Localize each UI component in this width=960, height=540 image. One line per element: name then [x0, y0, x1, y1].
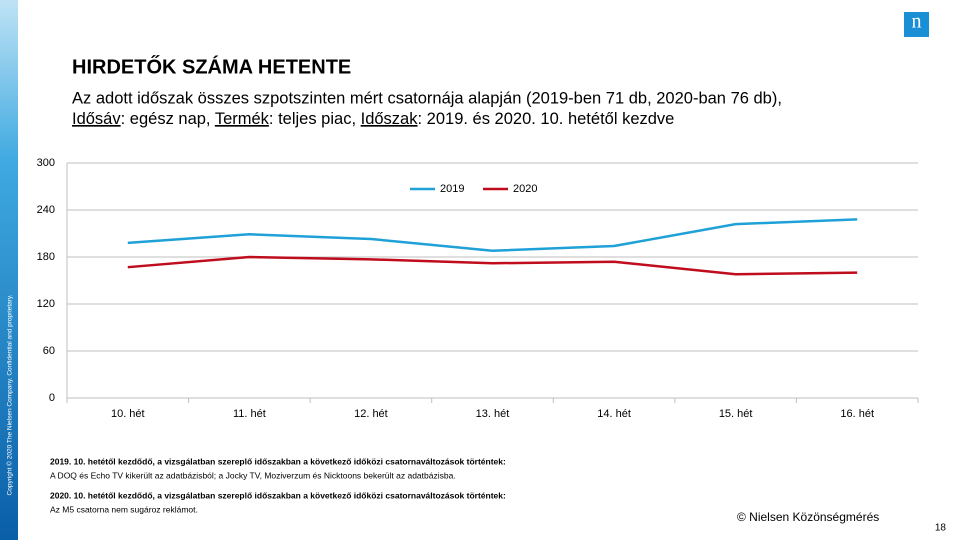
page-number: 18 — [935, 523, 947, 534]
note-heading: 2019. 10. hetétől kezdődő, a vizsgálatba… — [50, 456, 506, 466]
y-tick-label: 120 — [37, 298, 55, 310]
x-tick-label: 10. hét — [111, 408, 145, 420]
x-tick-label: 11. hét — [233, 408, 266, 420]
x-tick-label: 14. hét — [597, 408, 631, 420]
series-line — [127, 255, 858, 276]
y-tick-label: 60 — [43, 345, 55, 357]
subtitle-part: Termék — [215, 110, 270, 128]
y-tick-label: 0 — [49, 392, 55, 404]
source: © Nielsen Közönségmérés — [737, 510, 879, 524]
y-tick-label: 180 — [37, 251, 55, 263]
copyright: Copyright © 2020 The Nielsen Company. Co… — [6, 294, 14, 495]
y-tick-label: 240 — [37, 204, 55, 216]
subtitle-part: : 2019. és 2020. 10. hetétől kezdve — [418, 110, 675, 128]
x-tick-label: 16. hét — [840, 408, 874, 420]
subtitle-part: : teljes piac, — [269, 110, 361, 128]
legend-label: 2019 — [440, 183, 464, 195]
note-heading: 2020. 10. hetétől kezdődő, a vizsgálatba… — [50, 490, 506, 500]
x-tick-label: 12. hét — [354, 408, 388, 420]
subtitle-line: Idősáv: egész nap, Termék: teljes piac, … — [72, 110, 674, 128]
series-line — [127, 218, 858, 252]
subtitle-part: Idősáv — [72, 110, 121, 128]
title: HIRDETŐK SZÁMA HETENTE — [72, 55, 351, 78]
logo-box — [904, 12, 929, 37]
legend-label: 2020 — [513, 183, 537, 195]
logo: n — [912, 11, 922, 33]
note-text: Az M5 csatorna nem sugároz reklámot. — [50, 504, 198, 514]
x-tick-label: 13. hét — [476, 408, 510, 420]
x-tick-label: 15. hét — [719, 408, 753, 420]
subtitle-part: Időszak — [361, 110, 419, 128]
y-tick-label: 300 — [37, 157, 55, 169]
side-strip — [0, 0, 18, 540]
note-text: A DOQ és Echo TV kikerült az adatbázisbó… — [50, 470, 456, 480]
subtitle-part: : egész nap, — [121, 110, 215, 128]
subtitle: Az adott időszak összes szpotszinten mér… — [72, 89, 782, 107]
